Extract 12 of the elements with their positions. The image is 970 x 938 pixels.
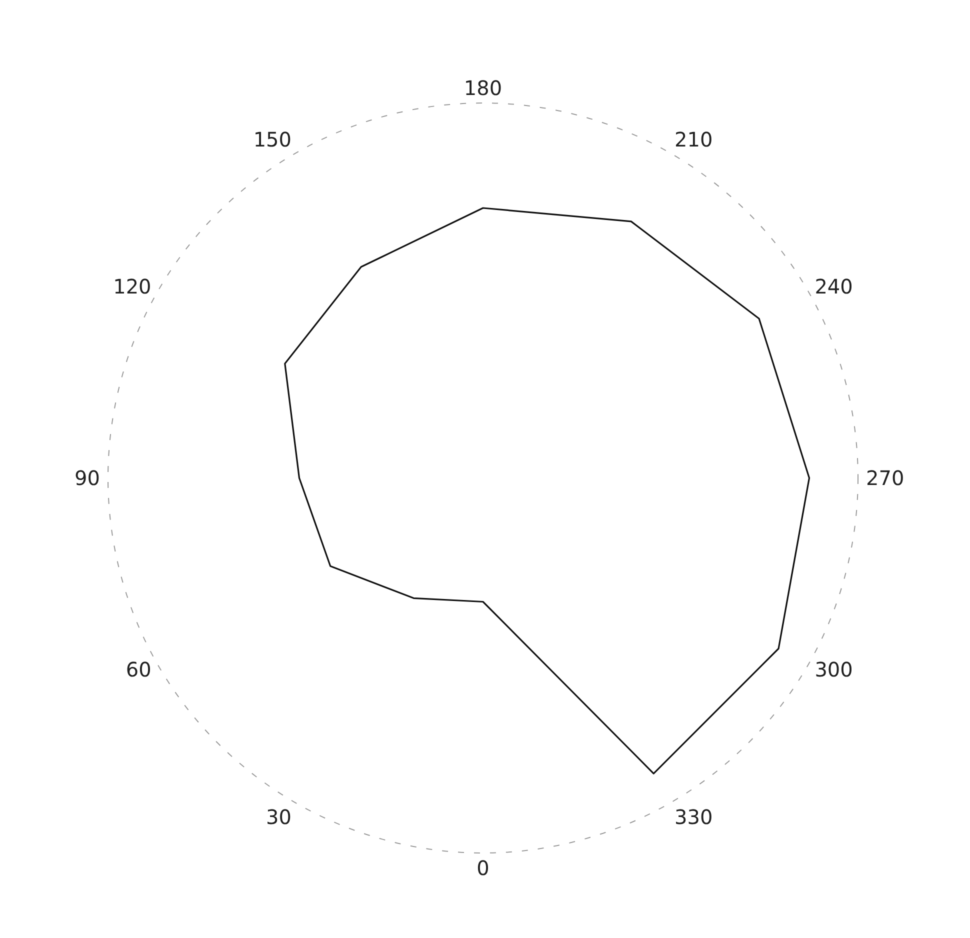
spoke-label: 270 [866,466,904,490]
spoke-label: 150 [253,127,292,152]
spoke-label: 240 [814,274,853,299]
spoke-label: 300 [814,658,853,682]
spoke-label: 90 [74,466,100,490]
spoke-label: 120 [113,274,152,299]
spoke-label: 0 [476,856,490,880]
spoke-label: 210 [674,127,713,152]
spoke-label: 180 [464,76,502,100]
spoke-label: 330 [674,804,713,829]
spoke-label: 30 [266,804,292,829]
spoke-label: 60 [126,658,152,682]
